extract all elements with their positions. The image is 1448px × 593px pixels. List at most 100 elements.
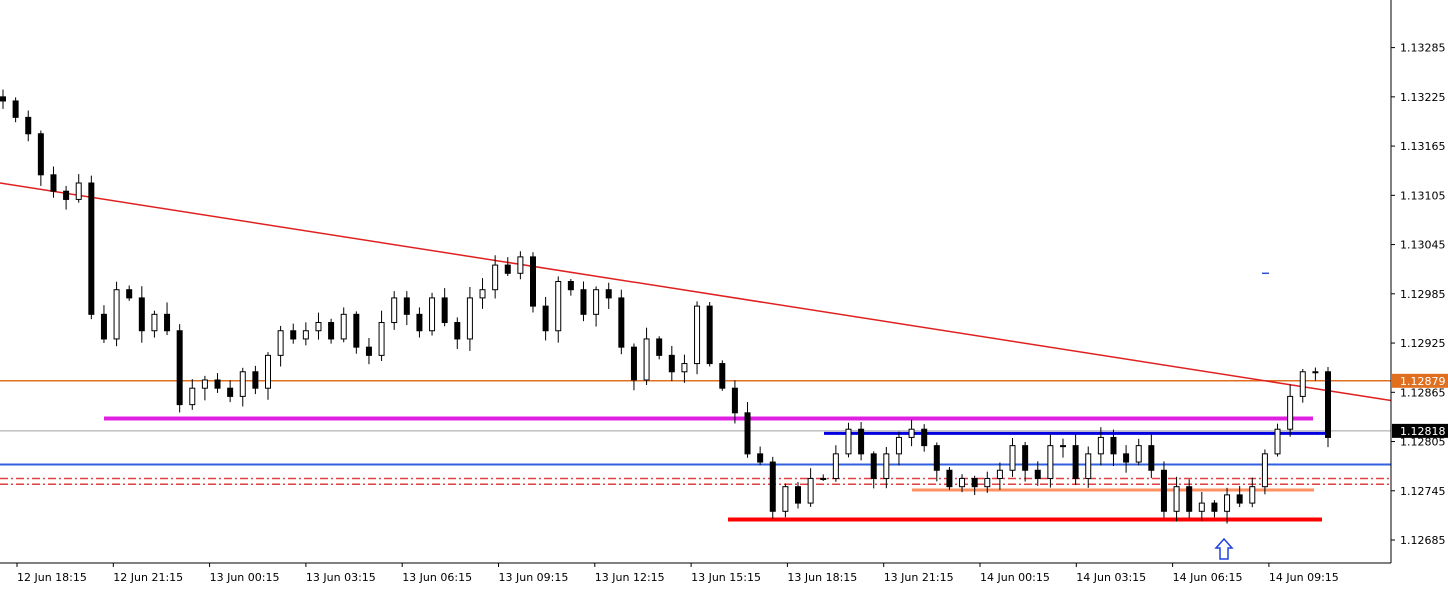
candle-down	[1110, 436, 1117, 455]
candle-down	[0, 96, 6, 102]
time-tick-label: 13 Jun 18:15	[787, 571, 857, 584]
current-price-label-text: 1.12818	[1400, 425, 1446, 438]
time-tick-label: 13 Jun 09:15	[499, 571, 569, 584]
candle-down	[454, 322, 461, 340]
overlays	[1214, 272, 1269, 560]
candle-down	[1072, 445, 1079, 479]
candle-down	[530, 256, 536, 307]
candle-down	[971, 477, 978, 488]
candle-up	[1047, 445, 1054, 479]
price-tick-label: 1.12865	[1400, 386, 1446, 399]
candle-up	[1249, 486, 1256, 504]
up-arrow-icon	[1214, 537, 1234, 560]
candle-up	[1097, 436, 1104, 455]
candle-up	[1173, 486, 1180, 512]
candle-up	[1009, 445, 1016, 471]
candle-down	[37, 133, 44, 176]
candle-up	[593, 289, 600, 315]
candle-down	[1236, 494, 1243, 504]
candle-down	[1325, 371, 1331, 438]
candle-down	[1160, 469, 1167, 512]
candles	[0, 89, 1331, 524]
candle-down	[656, 338, 663, 356]
price-tick-label: 1.12985	[1400, 288, 1446, 301]
time-tick-label: 12 Jun 18:15	[17, 571, 87, 584]
candle-up	[340, 313, 347, 340]
candle-down	[227, 387, 234, 397]
candle-down	[858, 428, 865, 455]
time-axis: 12 Jun 18:15 12 Jun 21:15 13 Jun 00:15 13 J…	[16, 563, 1339, 584]
candle-down	[138, 297, 145, 332]
orange-level-label-box	[1392, 373, 1448, 388]
candle-up	[151, 313, 158, 332]
candle-down	[870, 453, 877, 479]
candle-down	[353, 313, 360, 348]
candle-up	[996, 469, 1003, 479]
time-tick-label: 13 Jun 03:15	[306, 571, 376, 584]
time-tick-label: 13 Jun 12:15	[595, 571, 665, 584]
candle-down	[100, 313, 107, 340]
price-tick-label: 1.13165	[1400, 140, 1446, 153]
candle-down	[1148, 445, 1155, 471]
candle-up	[1085, 453, 1092, 479]
candle-up	[75, 182, 82, 200]
candle-down	[25, 116, 32, 135]
candle-down	[176, 330, 183, 406]
candle-up	[265, 354, 271, 389]
candle-up	[466, 297, 473, 340]
candle-down	[12, 100, 19, 118]
candle-down	[542, 305, 549, 332]
candle-down	[1034, 469, 1041, 479]
candle-down	[580, 289, 587, 315]
price-tick-label: 1.12745	[1400, 485, 1446, 498]
candle-down	[290, 330, 297, 340]
candle-up	[517, 256, 524, 274]
candle-down	[618, 297, 625, 348]
price-tick-label: 1.13285	[1400, 42, 1446, 55]
candle-up	[820, 477, 827, 480]
candle-down	[328, 322, 335, 340]
candle-up	[479, 289, 486, 299]
red-trendline	[0, 182, 1392, 402]
price-tick-label: 1.12925	[1400, 337, 1446, 350]
candle-up	[681, 363, 688, 373]
candle-down	[769, 461, 776, 512]
candle-down	[214, 379, 221, 389]
candle-up	[189, 387, 196, 406]
candle-down	[63, 190, 70, 200]
candle-down	[668, 354, 675, 373]
candle-down	[706, 305, 713, 365]
candle-down	[88, 182, 95, 315]
time-tick-label: 12 Jun 21:15	[113, 571, 183, 584]
candle-down	[50, 174, 57, 192]
candle-up	[277, 330, 284, 356]
candle-down	[731, 387, 738, 414]
candle-down	[757, 453, 764, 463]
candle-up	[1198, 502, 1205, 512]
candle-up	[378, 322, 385, 356]
candle-up	[1224, 494, 1231, 512]
candle-down	[605, 289, 612, 299]
price-tick-label: 1.13045	[1400, 239, 1446, 252]
candle-down	[365, 346, 372, 356]
candle-up	[807, 477, 814, 504]
candle-up	[984, 477, 991, 488]
candle-up	[1274, 428, 1281, 455]
price-axis: 1.13285 1.13225 1.13165 1.13105 1.13045 1.129…	[1391, 42, 1446, 547]
candle-down	[744, 412, 751, 455]
candle-down	[403, 297, 410, 315]
candle-up	[959, 477, 966, 488]
time-tick-label: 14 Jun 03:15	[1076, 571, 1146, 584]
time-tick-label: 14 Jun 06:15	[1173, 571, 1243, 584]
candle-down	[1211, 502, 1218, 512]
candle-up	[315, 322, 322, 332]
time-tick-label: 13 Jun 06:15	[402, 571, 472, 584]
candle-up	[239, 371, 246, 397]
time-tick-label: 13 Jun 15:15	[691, 571, 761, 584]
candle-down	[1022, 445, 1029, 471]
candle-down	[504, 264, 511, 274]
candle-up	[391, 297, 398, 324]
candle-up	[694, 305, 701, 365]
